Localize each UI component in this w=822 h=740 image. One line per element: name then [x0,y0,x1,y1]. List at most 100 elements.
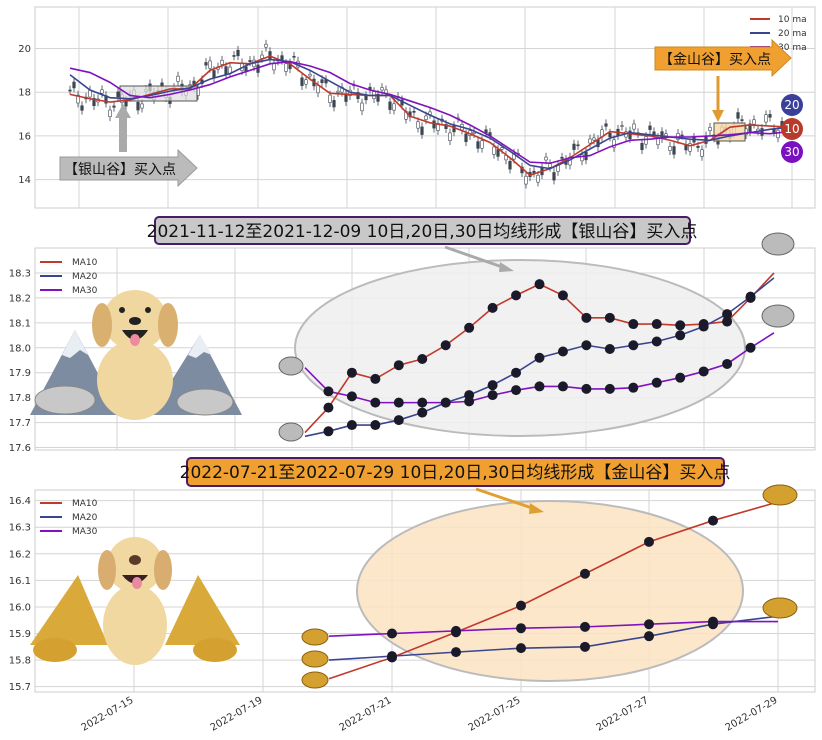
candle-body [292,55,296,58]
candle-body [316,85,320,94]
candle-body [136,101,140,111]
candle-body [176,75,180,82]
data-point [604,312,615,323]
candle-body [416,121,420,129]
data-point [644,631,654,642]
y-tick-label: 14 [18,175,31,186]
y-tick-label: 20 [18,44,31,55]
candle-body [752,119,756,125]
data-point [708,515,718,526]
candle-body [576,144,580,147]
y-tick-label: 18 [18,88,31,99]
silver-valley-panel: 17.6 17.7 17.8 17.9 18.0 18.1 18.2 18.3 [9,216,816,454]
data-point [722,309,733,320]
data-point [698,321,709,332]
candle-body [748,123,752,132]
candle-body [68,89,72,92]
data-point [464,322,475,333]
candle-body [664,133,668,137]
data-point [628,340,639,351]
candle-body [644,136,648,145]
y-tick-label: 16.4 [9,496,31,507]
data-point [557,290,568,301]
legend-30ma: 30 ma [778,43,807,53]
data-point [323,402,334,413]
candle-body [524,175,528,185]
badge-10: 10 [784,122,799,136]
legend-ma20: MA20 [72,272,98,282]
candle-body [248,60,252,63]
data-point [440,397,451,408]
data-point [370,397,381,408]
candle-body [532,170,536,174]
data-point [393,397,404,408]
candle-body [320,79,324,83]
candle-body [612,139,616,148]
x-tick-label: 2022-07-21 [338,695,394,734]
data-point [534,381,545,392]
candle-body [140,103,144,109]
data-point [487,380,498,391]
silver-callout: 【银山谷】买入点 [59,104,198,188]
data-point [516,600,526,611]
candle-body [620,125,624,127]
candle-body [580,154,584,162]
data-point [387,628,397,639]
y-tick-label: 15.9 [9,629,31,640]
candle-body [116,91,120,98]
data-point [511,290,522,301]
data-point [487,302,498,313]
candle-body [364,95,368,101]
candle-body [412,111,416,113]
candle-body [608,132,612,138]
price-panel: 14 16 18 20 10 ma 20 ma 30 ma 【银山谷】买入点 【金山谷… [18,6,816,209]
candle-body [448,132,452,141]
data-point [745,342,756,353]
y-tick-label: 16.0 [9,602,31,613]
candle-body [776,129,780,139]
candle-body [496,149,500,157]
data-point [323,386,334,397]
candle-body [424,115,428,121]
legend-20ma: 20 ma [778,29,807,39]
candle-body [592,137,596,141]
badge-30: 30 [784,145,799,159]
candle-body [764,114,768,123]
badge-20: 20 [784,98,799,112]
candle-body [388,101,392,110]
gold-callout: 【金山谷】买入点 [654,38,792,122]
candle-body [208,60,212,69]
candle-body [288,62,292,70]
data-point [644,619,654,630]
candle-body [652,131,656,135]
candle-body [264,43,268,48]
data-point [651,336,662,347]
data-point [534,279,545,290]
legend-10ma: 10 ma [778,15,807,25]
data-point [675,320,686,331]
candle-body [392,103,396,111]
data-point [440,340,451,351]
candle-body [328,94,332,103]
candle-body [472,131,476,134]
candle-body [332,100,336,108]
data-point [323,426,334,437]
data-point [417,397,428,408]
data-point [675,372,686,383]
candle-body [768,114,772,118]
y-tick-label: 18.0 [9,343,31,354]
candle-body [228,66,232,74]
data-point [346,367,357,378]
gold-title-box [186,457,725,487]
candle-body [640,142,644,151]
data-point [370,420,381,431]
silver-title-box [154,216,691,245]
silver-title: 2021-11-12至2021-12-09 10日,20日,30日均线形成【银山… [147,222,698,242]
series-line-30ma [69,60,791,165]
data-point [722,358,733,369]
silver-highlight-ellipse [294,259,746,437]
x-tick-label: 2022-07-25 [467,695,523,734]
candle-body [604,123,608,127]
y-tick-label: 16.2 [9,549,31,560]
data-point [511,385,522,396]
